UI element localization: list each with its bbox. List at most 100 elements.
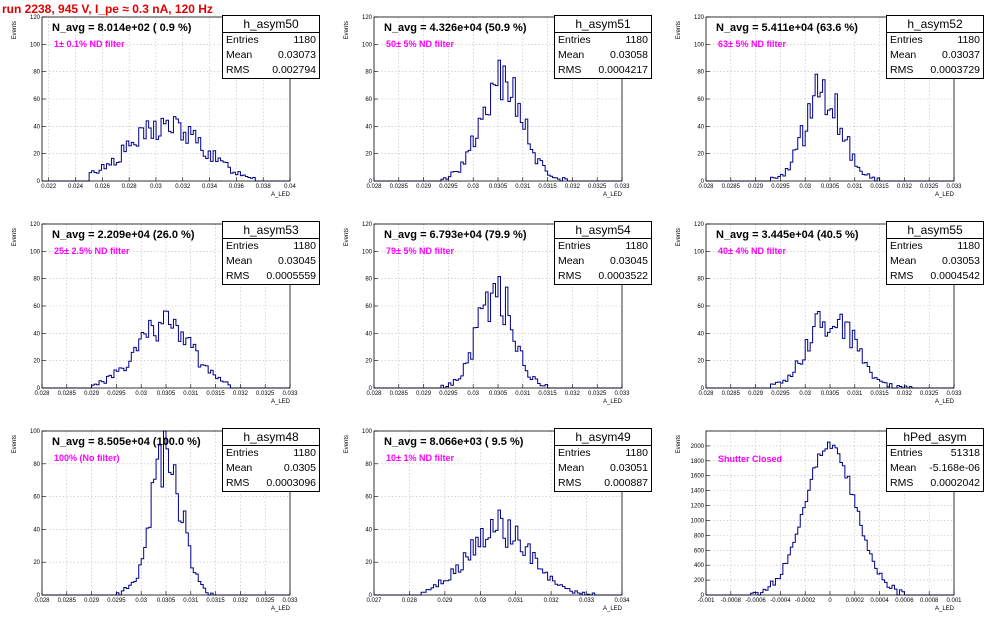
filter-annotation: Shutter Closed bbox=[718, 454, 783, 464]
x-tick-label: 0.0325 bbox=[256, 598, 275, 604]
n-avg-title: N_avg = 3.445e+04 (40.5 %) bbox=[716, 229, 859, 241]
x-tick-label: -0.0008 bbox=[721, 598, 742, 604]
stats-box: h_asym55 Entries 1180 Mean 0.03053 RMS 0.00045… bbox=[886, 221, 984, 285]
x-tick-label: 0.031 bbox=[515, 391, 531, 397]
entries-value: 51318 bbox=[950, 447, 980, 459]
x-tick-label: 0.0315 bbox=[538, 184, 557, 190]
y-tick-label: 20 bbox=[697, 359, 704, 365]
x-tick-label: 0.03 bbox=[799, 391, 811, 397]
x-tick-label: 0.0305 bbox=[157, 598, 176, 604]
stats-box: h_asym54 Entries 1180 Mean 0.03045 RMS 0.00035… bbox=[554, 221, 652, 285]
histogram-name: h_asym54 bbox=[555, 222, 651, 239]
y-tick-label: 0 bbox=[701, 179, 705, 185]
y-tick-label: 40 bbox=[697, 331, 704, 337]
x-tick-label: 0.03 bbox=[135, 598, 147, 604]
x-tick-label: 0.03 bbox=[474, 598, 486, 604]
y-tick-label: 100 bbox=[362, 42, 373, 48]
plot-frame bbox=[373, 430, 623, 596]
entries-label: Entries bbox=[890, 447, 923, 459]
entries-label: Entries bbox=[226, 34, 259, 46]
x-tick-label: 0.034 bbox=[614, 598, 630, 604]
stats-box: h_asym48 Entries 1180 Mean 0.0305 RMS 0.000309… bbox=[222, 428, 320, 492]
x-tick-label: 0.028 bbox=[366, 391, 382, 397]
y-tick-label: 60 bbox=[697, 304, 704, 310]
histogram-name: h_asym48 bbox=[223, 429, 319, 446]
y-tick-label: 1000 bbox=[691, 518, 705, 524]
x-tick-label: 0.033 bbox=[282, 598, 298, 604]
y-tick-label: 40 bbox=[365, 124, 372, 130]
x-tick-label: 0.031 bbox=[847, 391, 863, 397]
x-tick-label: 0.0295 bbox=[771, 391, 790, 397]
y-tick-label: 80 bbox=[697, 277, 704, 283]
x-tick-label: 0.0305 bbox=[821, 391, 840, 397]
entries-value: 1180 bbox=[957, 240, 980, 252]
x-tick-label: 0.028 bbox=[34, 391, 50, 397]
y-tick-label: 80 bbox=[697, 70, 704, 76]
stats-box: h_asym51 Entries 1180 Mean 0.03058 RMS 0.00042… bbox=[554, 15, 652, 79]
x-tick-label: 0.0295 bbox=[771, 184, 790, 190]
x-axis-title: A_LED bbox=[935, 192, 955, 198]
x-tick-label: 0.0305 bbox=[489, 391, 508, 397]
y-tick-label: 20 bbox=[365, 152, 372, 158]
y-tick-label: 40 bbox=[33, 331, 40, 337]
x-tick-label: 0.0305 bbox=[157, 391, 176, 397]
x-tick-label: 0 bbox=[828, 598, 832, 604]
histogram-bars bbox=[706, 310, 954, 389]
x-tick-label: 0.028 bbox=[34, 598, 50, 604]
x-tick-label: -0.0002 bbox=[795, 598, 816, 604]
x-tick-label: 0.032 bbox=[565, 391, 581, 397]
mean-label: Mean bbox=[890, 255, 917, 267]
y-tick-label: 0 bbox=[701, 386, 705, 392]
histogram-name: h_asym52 bbox=[887, 16, 983, 33]
mean-label: Mean bbox=[558, 49, 585, 61]
filter-annotation: 100% (No filter) bbox=[54, 453, 120, 463]
x-tick-label: 0.031 bbox=[183, 598, 199, 604]
mean-value: 0.03053 bbox=[942, 255, 980, 267]
filter-annotation: 40± 4% ND filter bbox=[718, 246, 786, 256]
histogram-name: h_asym51 bbox=[555, 16, 651, 33]
entries-value: 1180 bbox=[625, 34, 648, 46]
x-tick-label: 0.0285 bbox=[722, 184, 741, 190]
mean-label: Mean bbox=[558, 462, 585, 474]
y-tick-label: 100 bbox=[362, 429, 373, 435]
y-axis-title: Events bbox=[12, 228, 18, 246]
y-tick-label: 200 bbox=[694, 578, 705, 584]
rms-label: RMS bbox=[226, 477, 250, 489]
y-axis-title: Events bbox=[344, 435, 350, 453]
histogram-plot: 0.027 0.028 0.029 0.03 0.031 0.032 0.033 0.034 0… bbox=[344, 429, 630, 612]
y-tick-label: 80 bbox=[33, 70, 40, 76]
mean-label: Mean bbox=[226, 462, 253, 474]
x-tick-label: 0.032 bbox=[233, 598, 249, 604]
x-axis-title: A_LED bbox=[271, 606, 291, 612]
x-tick-label: 0.029 bbox=[84, 598, 100, 604]
y-tick-label: 2000 bbox=[691, 444, 705, 450]
histogram-plot: 0.028 0.0285 0.029 0.0295 0.03 0.0305 0.031 0.0… bbox=[12, 429, 298, 612]
y-tick-label: 20 bbox=[33, 560, 40, 566]
y-tick-label: 60 bbox=[697, 97, 704, 103]
stats-box: h_asym53 Entries 1180 Mean 0.03045 RMS 0.00055… bbox=[222, 221, 320, 285]
x-tick-label: 0.027 bbox=[366, 598, 382, 604]
mean-label: Mean bbox=[890, 462, 917, 474]
rms-label: RMS bbox=[890, 64, 914, 76]
mean-value: 0.03045 bbox=[278, 255, 316, 267]
y-tick-label: 60 bbox=[365, 495, 372, 501]
rms-value: 0.0002042 bbox=[930, 477, 980, 489]
y-tick-label: 80 bbox=[365, 277, 372, 283]
n-avg-title: N_avg = 2.209e+04 (26.0 %) bbox=[52, 229, 195, 241]
x-tick-label: 0.03 bbox=[135, 391, 147, 397]
rms-value: 0.000887 bbox=[604, 477, 648, 489]
histogram-panel-h_asym53: 0.028 0.0285 0.029 0.0295 0.03 0.0305 0.031 0.0… bbox=[0, 207, 332, 414]
y-tick-label: 120 bbox=[694, 222, 705, 228]
y-tick-label: 120 bbox=[30, 15, 41, 21]
histogram-panel-h_asym54: 0.028 0.0285 0.029 0.0295 0.03 0.0305 0.031 0.0… bbox=[332, 207, 664, 414]
x-tick-label: 0.0285 bbox=[390, 391, 409, 397]
entries-value: 1180 bbox=[957, 34, 980, 46]
x-tick-label: 0.031 bbox=[515, 184, 531, 190]
y-tick-label: 80 bbox=[33, 462, 40, 468]
y-tick-label: 800 bbox=[694, 533, 705, 539]
y-tick-label: 20 bbox=[697, 152, 704, 158]
x-tick-label: 0.028 bbox=[366, 184, 382, 190]
x-tick-label: 0.032 bbox=[897, 391, 913, 397]
histogram-panel-h_asym50: 0.022 0.024 0.026 0.028 0.03 0.032 0.034 0.036 0… bbox=[0, 0, 332, 207]
x-tick-label: 0.0006 bbox=[895, 598, 914, 604]
